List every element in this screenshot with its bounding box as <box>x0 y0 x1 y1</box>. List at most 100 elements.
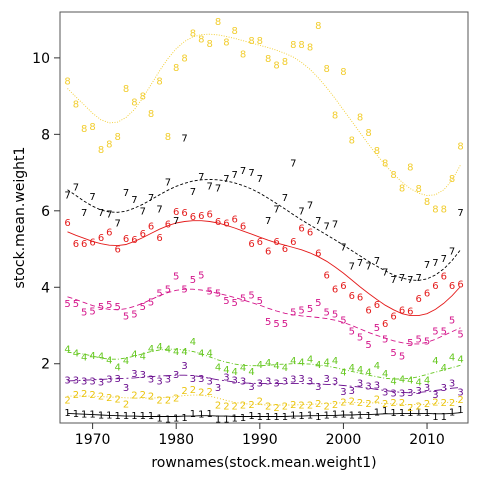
data-point-6: 6 <box>298 224 304 235</box>
data-point-2: 2 <box>365 399 371 410</box>
data-point-2: 2 <box>81 389 87 400</box>
data-point-7: 7 <box>140 206 146 217</box>
data-point-3: 3 <box>374 380 380 391</box>
data-point-2: 2 <box>432 398 438 409</box>
data-point-7: 7 <box>390 275 396 286</box>
data-point-1: 1 <box>457 405 463 416</box>
data-point-5: 5 <box>81 308 87 319</box>
data-point-7: 7 <box>64 190 70 201</box>
data-point-8: 8 <box>73 99 79 110</box>
data-point-8: 8 <box>148 109 154 120</box>
data-point-3: 3 <box>357 378 363 389</box>
data-point-8: 8 <box>315 21 321 32</box>
data-point-2: 2 <box>273 403 279 414</box>
data-point-5: 5 <box>432 327 438 338</box>
data-point-3: 3 <box>290 375 296 386</box>
data-point-2: 2 <box>106 393 112 404</box>
data-point-3: 3 <box>390 388 396 399</box>
smooth-line-1 <box>67 412 461 417</box>
data-point-1: 1 <box>399 408 405 419</box>
y-axis-label: stock.mean.weight1 <box>12 147 28 289</box>
data-point-5: 5 <box>407 338 413 349</box>
data-point-5: 5 <box>64 299 70 310</box>
y-tick-label: 10 <box>32 51 50 67</box>
data-point-6: 6 <box>131 235 137 246</box>
data-point-4: 4 <box>190 337 196 348</box>
data-point-2: 2 <box>449 398 455 409</box>
data-point-7: 7 <box>240 166 246 177</box>
data-point-5: 5 <box>190 275 196 286</box>
smooth-line-7 <box>67 179 461 281</box>
data-point-4: 4 <box>349 363 355 374</box>
data-point-5: 5 <box>215 289 221 300</box>
data-point-3: 3 <box>298 374 304 385</box>
data-point-1: 1 <box>106 411 112 422</box>
data-point-8: 8 <box>223 37 229 48</box>
data-point-4: 4 <box>273 361 279 372</box>
data-point-8: 8 <box>307 43 313 54</box>
data-point-5: 5 <box>399 352 405 363</box>
data-point-7: 7 <box>424 260 430 271</box>
data-point-4: 4 <box>290 356 296 367</box>
data-point-8: 8 <box>340 67 346 78</box>
data-point-2: 2 <box>148 392 154 403</box>
data-point-6: 6 <box>374 300 380 311</box>
y-tick-label: 2 <box>41 357 50 373</box>
data-point-8: 8 <box>207 39 213 50</box>
data-point-1: 1 <box>140 411 146 422</box>
data-point-7: 7 <box>248 168 254 179</box>
data-point-3: 3 <box>457 388 463 399</box>
data-point-7: 7 <box>307 201 313 212</box>
data-point-8: 8 <box>131 97 137 108</box>
data-point-2: 2 <box>89 390 95 401</box>
data-point-1: 1 <box>390 408 396 419</box>
data-point-7: 7 <box>332 220 338 231</box>
data-point-1: 1 <box>232 414 238 425</box>
data-point-1: 1 <box>240 413 246 424</box>
data-point-3: 3 <box>64 375 70 386</box>
data-point-6: 6 <box>307 227 313 238</box>
data-point-4: 4 <box>416 378 422 389</box>
data-point-1: 1 <box>340 410 346 421</box>
data-point-1: 1 <box>382 406 388 417</box>
data-point-1: 1 <box>207 409 213 420</box>
data-point-8: 8 <box>324 64 330 75</box>
data-point-5: 5 <box>315 298 321 309</box>
data-point-3: 3 <box>382 388 388 399</box>
data-point-3: 3 <box>399 388 405 399</box>
data-point-7: 7 <box>449 247 455 258</box>
data-point-4: 4 <box>407 375 413 386</box>
data-point-8: 8 <box>232 26 238 37</box>
data-point-8: 8 <box>156 76 162 87</box>
data-point-6: 6 <box>148 222 154 233</box>
data-point-1: 1 <box>357 411 363 422</box>
data-point-4: 4 <box>198 349 204 360</box>
data-point-2: 2 <box>298 401 304 412</box>
data-point-7: 7 <box>265 216 271 227</box>
data-point-8: 8 <box>441 204 447 215</box>
axis-layer: 1970 1980 1990 2000 2010 2 4 6 8 10 <box>32 51 445 448</box>
data-point-6: 6 <box>156 233 162 244</box>
data-point-7: 7 <box>282 193 288 204</box>
data-point-7: 7 <box>349 262 355 273</box>
data-point-4: 4 <box>282 363 288 374</box>
data-point-3: 3 <box>332 376 338 387</box>
data-point-6: 6 <box>257 237 263 248</box>
data-point-2: 2 <box>441 398 447 409</box>
data-point-2: 2 <box>98 392 104 403</box>
data-point-8: 8 <box>173 63 179 74</box>
data-point-5: 5 <box>248 290 254 301</box>
data-point-2: 2 <box>115 394 121 405</box>
data-point-1: 1 <box>115 411 121 422</box>
data-point-2: 2 <box>349 397 355 408</box>
data-point-7: 7 <box>257 174 263 185</box>
data-point-3: 3 <box>73 375 79 386</box>
data-point-6: 6 <box>424 289 430 300</box>
data-point-4: 4 <box>73 349 79 360</box>
data-point-8: 8 <box>399 183 405 194</box>
data-point-3: 3 <box>324 374 330 385</box>
data-point-7: 7 <box>232 170 238 181</box>
data-point-2: 2 <box>382 399 388 410</box>
data-point-2: 2 <box>315 399 321 410</box>
data-point-8: 8 <box>215 17 221 28</box>
